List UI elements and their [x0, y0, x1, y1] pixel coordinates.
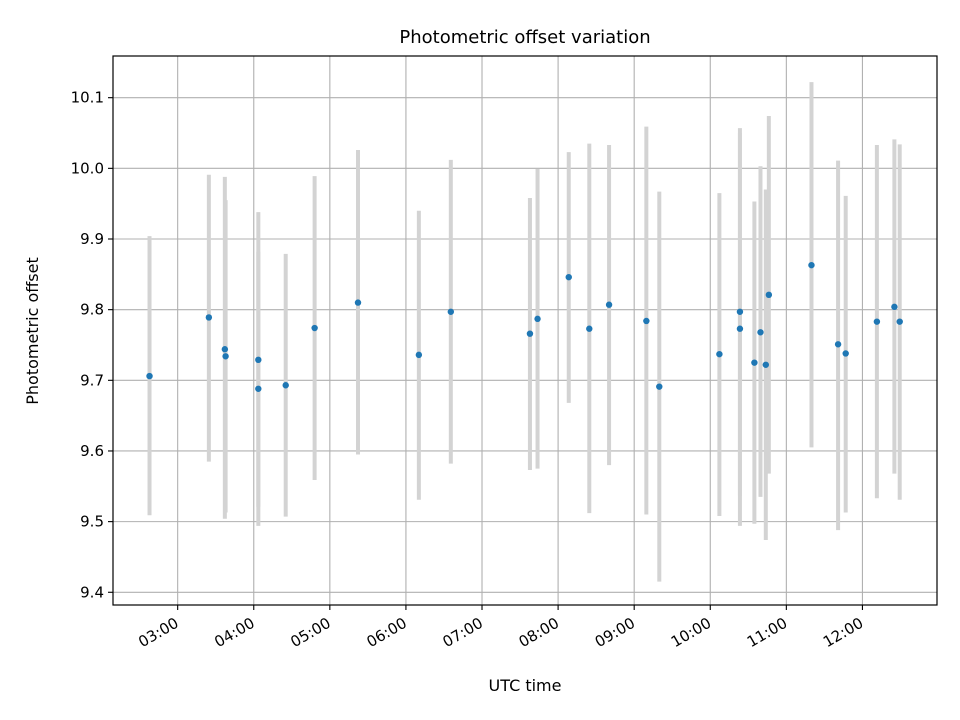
data-point-30 — [896, 318, 903, 325]
data-point-27 — [842, 350, 849, 357]
data-point-13 — [565, 273, 572, 281]
y-tick-label-1: 9.5 — [80, 513, 104, 531]
data-point-26 — [834, 341, 842, 348]
data-point-10 — [447, 308, 455, 315]
data-point-12 — [534, 315, 541, 323]
data-point-3 — [222, 353, 229, 360]
y-tick-label-3: 9.7 — [80, 371, 104, 389]
data-point-5 — [255, 385, 262, 392]
data-point-20 — [736, 325, 744, 332]
data-point-4 — [255, 356, 262, 364]
data-point-23 — [762, 361, 770, 368]
data-point-19 — [736, 308, 744, 315]
x-axis-label: UTC time — [489, 676, 562, 695]
data-point-2 — [221, 346, 229, 353]
data-point-15 — [605, 301, 613, 308]
data-point-25 — [808, 261, 815, 269]
data-point-6 — [282, 382, 289, 389]
data-point-11 — [526, 330, 534, 337]
point-layer — [146, 261, 903, 392]
data-point-28 — [873, 318, 881, 325]
data-point-14 — [586, 325, 593, 332]
y-tick-label-4: 9.8 — [80, 301, 104, 319]
y-axis-label: Photometric offset — [23, 257, 42, 405]
chart-title: Photometric offset variation — [399, 27, 650, 48]
data-point-22 — [757, 329, 764, 336]
data-point-18 — [716, 350, 723, 358]
data-point-9 — [415, 351, 423, 359]
y-tick-label-6: 10.0 — [71, 159, 104, 177]
grid-layer — [113, 56, 937, 605]
data-point-29 — [891, 303, 898, 311]
data-point-16 — [643, 317, 650, 325]
plot-frame — [112, 55, 938, 606]
data-point-17 — [656, 383, 663, 390]
y-tick-label-7: 10.1 — [71, 89, 104, 107]
y-tick-label-0: 9.4 — [80, 583, 104, 601]
data-point-7 — [311, 324, 318, 332]
data-point-24 — [765, 291, 773, 299]
data-point-8 — [354, 299, 362, 306]
data-point-21 — [751, 359, 758, 366]
y-tick-label-5: 9.9 — [80, 230, 104, 248]
y-tick-label-2: 9.6 — [80, 442, 104, 460]
data-point-0 — [146, 372, 153, 380]
data-point-1 — [205, 314, 213, 321]
